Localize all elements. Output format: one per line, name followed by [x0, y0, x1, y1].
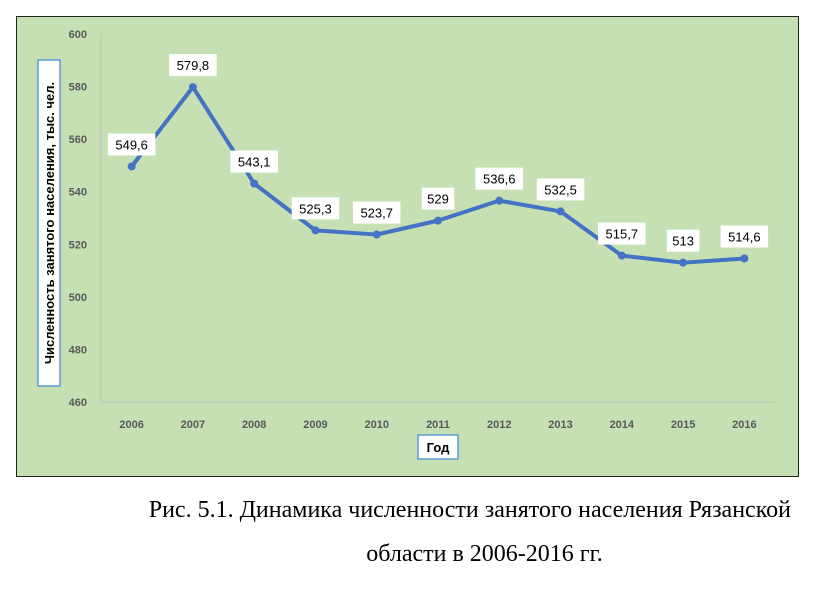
- x-tick-label: 2013: [548, 419, 572, 431]
- y-tick-label: 500: [69, 292, 87, 304]
- x-tick-label: 2012: [487, 419, 511, 431]
- chart-area: 600 580 560 540 520 500 480 460 2006 2007 2008 200…: [16, 16, 799, 477]
- data-label-text: 514,6: [728, 229, 761, 244]
- x-axis-title-text: Год: [427, 440, 450, 455]
- data-label-text: 549,6: [115, 137, 148, 152]
- y-tick-label: 580: [69, 82, 87, 94]
- data-point: [311, 226, 320, 235]
- data-label: 579,8: [169, 54, 217, 77]
- data-point: [188, 83, 197, 92]
- data-labels: 549,6 579,8 543,1 525,3 523,7 529 536,6 532,5 51…: [107, 54, 769, 252]
- x-tick-label: 2010: [364, 419, 388, 431]
- data-label: 515,7: [598, 222, 646, 245]
- x-tick-label: 2014: [610, 419, 635, 431]
- data-point: [617, 251, 626, 260]
- caption-line-1: Рис. 5.1. Динамика численности занятого …: [148, 497, 791, 523]
- y-tick-label: 540: [69, 187, 87, 199]
- data-label-text: 515,7: [606, 227, 639, 242]
- data-label: 549,6: [107, 133, 156, 156]
- x-axis-title: Год: [417, 434, 459, 460]
- y-tick-label: 600: [69, 29, 87, 41]
- data-label-text: 579,8: [177, 58, 210, 73]
- data-point: [556, 207, 565, 216]
- data-label-text: 543,1: [238, 155, 271, 170]
- x-tick-label: 2011: [426, 419, 450, 431]
- data-label-text: 523,7: [360, 206, 393, 221]
- data-label: 513: [666, 229, 700, 252]
- data-point: [434, 216, 442, 225]
- figure-caption: Рис. 5.1. Динамика численности занятого …: [20, 488, 799, 576]
- data-label: 529: [421, 187, 455, 210]
- caption-line-2: области в 2006-2016 гг.: [366, 541, 603, 567]
- x-tick-labels: 2006 2007 2008 2009 2010 2011 2012 2013 2014 2015…: [119, 419, 756, 431]
- x-tick-label: 2007: [181, 419, 205, 431]
- x-tick-label: 2006: [119, 419, 143, 431]
- data-label: 525,3: [291, 197, 340, 220]
- data-point: [250, 179, 259, 188]
- data-label-text: 532,5: [544, 182, 577, 197]
- data-label: 543,1: [230, 150, 278, 173]
- data-point: [127, 162, 136, 171]
- data-point: [679, 258, 688, 267]
- data-label: 536,6: [475, 167, 524, 190]
- data-label: 514,6: [720, 225, 769, 248]
- y-tick-label: 480: [69, 344, 87, 356]
- x-tick-label: 2009: [303, 419, 327, 431]
- y-axis-title: Численность занятого населения, тыс. чел…: [37, 59, 61, 387]
- data-point: [495, 196, 504, 205]
- x-tick-label: 2008: [242, 419, 266, 431]
- data-label: 532,5: [536, 178, 585, 201]
- y-axis-title-text: Численность занятого населения, тыс. чел…: [42, 82, 57, 364]
- data-point: [740, 254, 749, 263]
- y-tick-label: 560: [69, 134, 87, 146]
- x-tick-label: 2016: [732, 419, 756, 431]
- data-label-text: 525,3: [299, 201, 332, 216]
- data-label: 523,7: [352, 201, 401, 224]
- data-label-text: 513: [672, 234, 694, 249]
- series-layer: [127, 83, 749, 267]
- data-label-text: 529: [427, 192, 449, 207]
- y-tick-label: 460: [69, 397, 87, 409]
- y-tick-labels: 600 580 560 540 520 500 480 460: [69, 29, 87, 409]
- series-line: [129, 85, 747, 265]
- data-point: [372, 230, 381, 239]
- data-label-text: 536,6: [483, 172, 516, 187]
- y-tick-label: 520: [69, 239, 87, 251]
- x-tick-label: 2015: [671, 419, 695, 431]
